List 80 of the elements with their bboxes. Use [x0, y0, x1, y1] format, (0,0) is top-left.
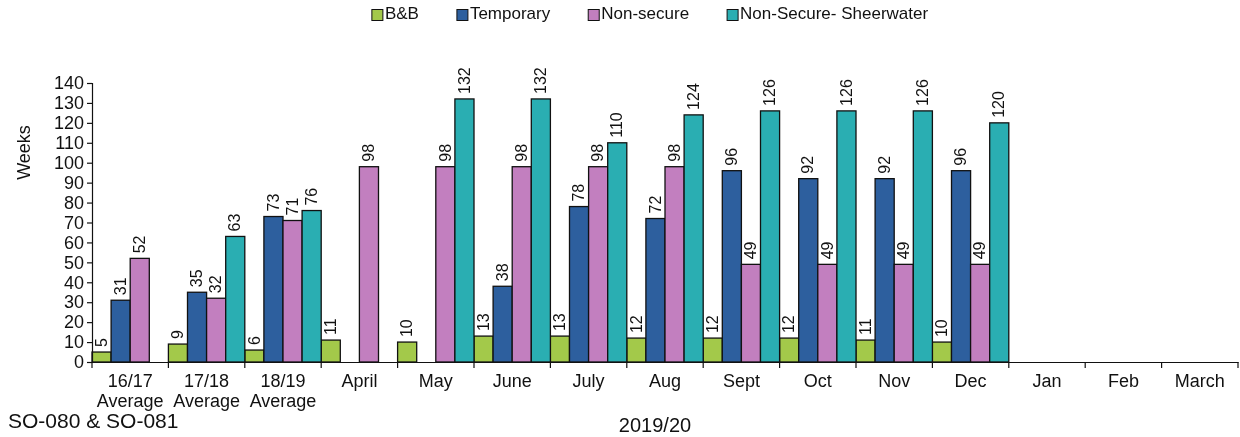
data-label: 11: [856, 318, 874, 336]
data-label: 9: [169, 330, 187, 340]
data-label: 12: [703, 315, 721, 334]
data-label: 98: [436, 143, 454, 162]
data-label: 10: [933, 319, 951, 338]
legend-label: B&B: [384, 4, 419, 24]
data-label: 11: [321, 318, 339, 336]
y-tick-label: 80: [63, 192, 84, 213]
data-label: 13: [474, 313, 492, 332]
data-label: 49: [818, 241, 836, 260]
x-tick-label: Jan: [1032, 370, 1062, 391]
data-label: 126: [761, 79, 779, 106]
y-tick-label: 110: [55, 133, 84, 154]
data-label: 31: [111, 277, 129, 296]
data-label: 73: [264, 193, 282, 212]
data-label: 12: [780, 315, 798, 334]
data-label: 126: [837, 79, 855, 106]
data-label: 78: [570, 183, 588, 202]
y-tick-label: 90: [63, 172, 84, 193]
x-tick-label: Nov: [878, 370, 911, 391]
data-label: 10: [398, 319, 416, 338]
y-axis-title: Weeks: [14, 125, 34, 180]
data-label: 72: [646, 195, 664, 214]
data-label: 126: [914, 79, 932, 106]
x-tick-label: Dec: [954, 370, 987, 391]
data-label: 52: [130, 235, 148, 254]
x-tick-label: May: [418, 370, 453, 391]
x-tick-label: July: [572, 370, 605, 391]
data-label: 124: [684, 83, 702, 110]
legend-label: Non-Secure- Sheerwater: [740, 4, 929, 24]
y-tick-label: 140: [53, 73, 84, 94]
data-label: 35: [188, 269, 206, 288]
y-tick-label: 130: [53, 93, 84, 114]
x-axis-title: 2019/20: [618, 414, 692, 436]
x-tick-label: 16/17 Average: [96, 370, 164, 412]
data-label: 38: [493, 263, 511, 282]
x-tick-label: March: [1174, 370, 1225, 391]
data-label: 132: [455, 67, 473, 94]
y-tick-label: 120: [53, 113, 84, 134]
y-tick-label: 40: [63, 272, 84, 293]
x-tick-label: 17/18 Average: [173, 370, 240, 412]
data-label: 5: [92, 338, 110, 348]
data-label: 71: [283, 197, 301, 216]
data-label: 92: [799, 155, 817, 174]
data-label: 98: [360, 143, 378, 162]
data-label: 13: [551, 313, 569, 332]
y-tick-label: 100: [53, 152, 84, 173]
x-tick-label: 18/19 Average: [249, 370, 317, 412]
data-label: 32: [207, 275, 225, 294]
y-tick-label: 60: [63, 232, 84, 253]
data-label: 63: [226, 213, 244, 232]
x-tick-label: Feb: [1107, 370, 1139, 391]
data-label: 110: [608, 112, 626, 138]
data-label: 6: [245, 336, 263, 346]
x-tick-label: April: [341, 370, 378, 391]
data-label: 92: [875, 155, 893, 174]
data-label: 120: [990, 91, 1008, 118]
x-tick-label: Aug: [648, 370, 682, 391]
y-tick-label: 0: [73, 352, 84, 373]
y-tick-label: 50: [63, 252, 84, 273]
x-tick-label: Oct: [803, 370, 832, 391]
data-label: 96: [723, 147, 741, 166]
data-label: 49: [894, 241, 912, 260]
x-tick-label: Sept: [722, 370, 760, 391]
data-label: 12: [627, 315, 645, 334]
y-tick-label: 20: [63, 312, 84, 333]
data-label: 96: [952, 147, 970, 166]
y-tick-label: 70: [63, 212, 84, 233]
data-label: 98: [665, 143, 683, 162]
legend-label: Temporary: [469, 4, 551, 24]
data-label: 98: [512, 143, 530, 162]
legend-label: Non-secure: [601, 4, 690, 24]
data-label: 76: [302, 187, 320, 206]
data-label: 132: [532, 67, 550, 94]
x-tick-label: June: [492, 370, 532, 391]
y-tick-label: 30: [63, 292, 84, 313]
y-tick-label: 10: [63, 332, 84, 353]
data-label: 49: [971, 241, 989, 260]
data-label: 98: [589, 143, 607, 162]
data-label: 49: [742, 241, 760, 260]
